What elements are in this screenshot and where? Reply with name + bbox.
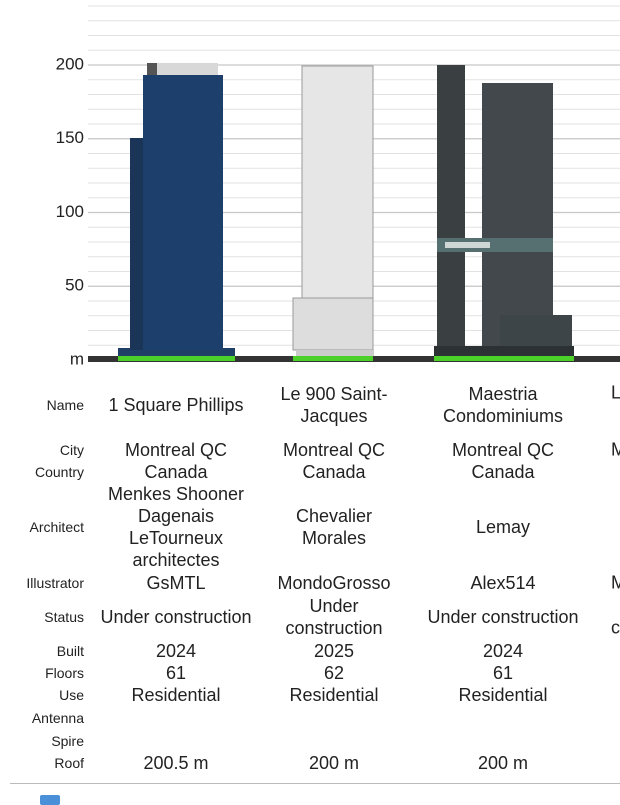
scale-label: 100 (56, 202, 84, 221)
status-cell: c (611, 617, 620, 638)
status-cell: Under construction (100, 607, 252, 627)
built-cell: 2024 (482, 641, 524, 661)
row-label: Illustrator (26, 575, 84, 591)
floors-cell: 61 (165, 663, 187, 683)
city-cell: Montreal QC (124, 440, 228, 460)
built-cell: 2024 (155, 641, 197, 661)
illustrator-cell: MondoGrosso (277, 573, 391, 593)
scale-label: 50 (65, 276, 84, 295)
name-cell: Maestria Condominiums (442, 384, 564, 426)
row-label: Status (44, 609, 84, 625)
divider (10, 783, 620, 784)
roof-cell: 200 m (477, 753, 529, 773)
city-cell: Montreal QC (451, 440, 555, 460)
icon (40, 795, 60, 805)
row-label: Spire (51, 733, 84, 749)
scale-unit: m (70, 349, 84, 368)
floors-cell: 61 (492, 663, 514, 683)
row-label: Use (59, 687, 84, 703)
scale-label: 150 (56, 128, 84, 147)
architect-cell: Lemay (475, 517, 531, 537)
row-label: City (59, 442, 84, 458)
row-label: Architect (29, 519, 84, 535)
status-cell: Under construction (427, 607, 579, 627)
country-cell: Canada (144, 462, 208, 482)
built-cell: 2025 (313, 641, 355, 661)
country-cell: Canada (471, 462, 535, 482)
architect-cell: Chevalier Morales (295, 506, 373, 548)
row-label: Country (34, 464, 84, 480)
scale-label: 200 (56, 54, 84, 73)
row-label: Roof (54, 755, 84, 771)
illustrator-cell: Alex514 (470, 573, 536, 593)
city-cell: Montreal QC (282, 440, 386, 460)
architect-cell: Menkes Shooner Dagenais LeTourneux archi… (107, 484, 245, 570)
name-cell: L (611, 382, 620, 403)
use-cell: Residential (131, 685, 221, 705)
row-label: Name (46, 397, 84, 413)
name-cell: Le 900 Saint-Jacques (280, 384, 388, 426)
roof-cell: 200.5 m (143, 753, 209, 773)
scale-drawing: 200 150 100 50 m (56, 5, 620, 368)
name-cell: 1 Square Phillips (108, 395, 244, 415)
illustrator-cell: GsMTL (146, 573, 206, 593)
building-illustration (434, 65, 574, 361)
use-cell: Residential (289, 685, 379, 705)
row-label: Floors (45, 665, 84, 681)
floors-cell: 62 (323, 663, 345, 683)
country-cell: Canada (302, 462, 366, 482)
roof-cell: 200 m (308, 753, 360, 773)
illustrator-cell: M (611, 572, 620, 593)
status-cell: Under construction (285, 596, 383, 638)
use-cell: Residential (458, 685, 548, 705)
building-illustration (118, 63, 235, 361)
row-label: Built (56, 643, 84, 659)
building-illustration (292, 65, 374, 361)
city-cell: M (611, 439, 620, 460)
row-label: Antenna (31, 710, 84, 726)
